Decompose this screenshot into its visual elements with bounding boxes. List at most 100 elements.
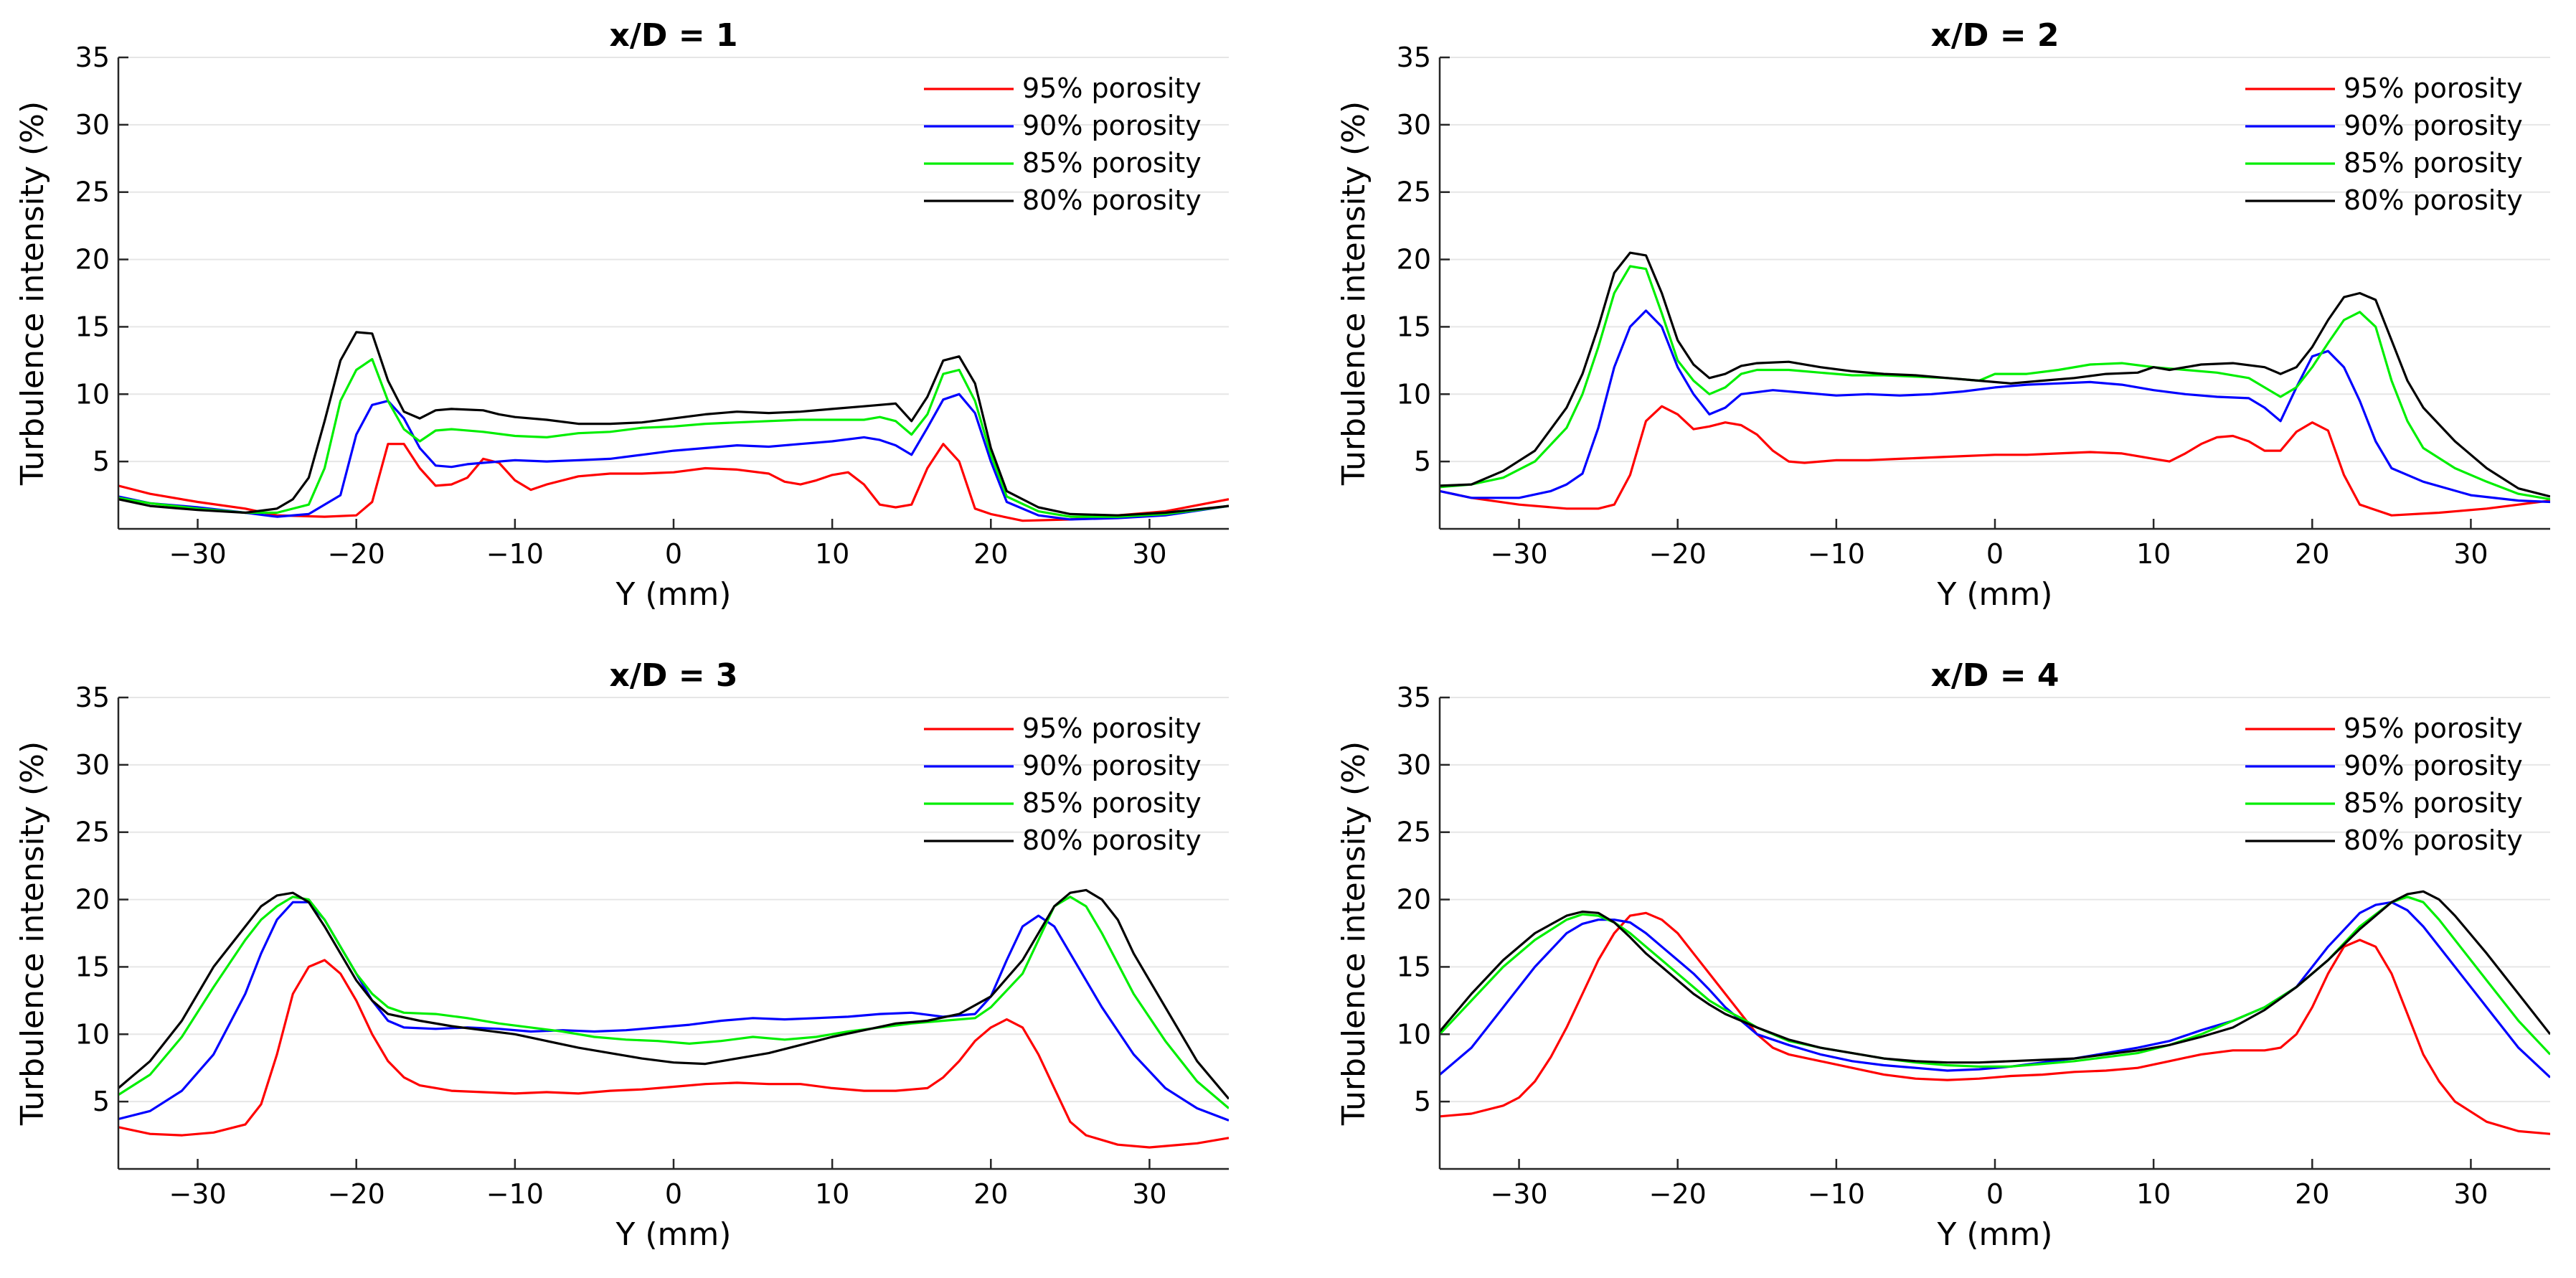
series-line-1 (1440, 911, 2550, 1135)
legend-label: 80% porosity (2344, 184, 2523, 216)
x-tick-label: −30 (169, 1178, 226, 1210)
y-tick-label: 5 (1414, 1086, 1431, 1117)
legend-label: 80% porosity (1022, 184, 1202, 216)
series-line-2 (118, 901, 1229, 1122)
y-tick-label: 25 (75, 817, 110, 848)
y-tick-label: 35 (75, 682, 110, 713)
chart-title: x/D = 2 (1930, 17, 2059, 54)
x-tick-label: 30 (1132, 1178, 1166, 1210)
series-line-1 (1440, 405, 2550, 517)
y-axis-label: Turbulence intensity (%) (1336, 741, 1372, 1126)
y-tick-label: 25 (1397, 177, 1431, 208)
x-tick-label: 0 (665, 538, 682, 570)
y-axis-label: Turbulence intensity (%) (14, 741, 51, 1126)
x-axis-label: Y (mm) (1937, 576, 2053, 613)
y-tick-label: 25 (1397, 817, 1431, 848)
y-tick-label: 15 (1397, 311, 1431, 342)
y-tick-label: 10 (75, 378, 110, 410)
series-group (1440, 890, 2550, 1135)
chart-title: x/D = 4 (1930, 657, 2059, 694)
legend: 95% porosity 90% porosity 85% porosity 80% … (924, 72, 1202, 216)
series-line-3 (1440, 896, 2550, 1068)
legend-label: 95% porosity (1022, 713, 1202, 744)
legend: 95% porosity 90% porosity 85% porosity 80% … (924, 713, 1202, 856)
y-tick-label: 15 (75, 311, 110, 342)
y-tick-label: 35 (1397, 42, 1431, 73)
x-axis-label: Y (mm) (615, 576, 732, 613)
series-line-1 (118, 443, 1229, 522)
y-tick-label: 15 (1397, 951, 1431, 982)
x-tick-label: 0 (1986, 538, 2004, 570)
y-tick-label: 10 (75, 1018, 110, 1050)
legend: 95% porosity 90% porosity 85% porosity 80% … (2245, 72, 2523, 216)
x-tick-label: −20 (1649, 1178, 1707, 1210)
series-line-4 (118, 888, 1229, 1100)
series-line-2 (1440, 309, 2550, 504)
x-tick-label: 20 (2295, 1178, 2329, 1210)
legend-label: 80% porosity (2344, 824, 2523, 856)
legend-label: 95% porosity (2344, 72, 2523, 104)
y-tick-label: 15 (75, 951, 110, 982)
legend-label: 85% porosity (1022, 147, 1202, 179)
x-tick-label: −10 (1808, 1178, 1865, 1210)
chart-panel-4: 5 10 15 20 25 30 35 −30 −20 −10 0 10 20 30 x/D = 4 Y (m… (1336, 657, 2550, 1253)
series-line-4 (118, 331, 1229, 517)
legend-label: 85% porosity (2344, 787, 2523, 819)
x-tick-label: −20 (328, 1178, 385, 1210)
x-tick-label: 30 (1132, 538, 1166, 570)
x-tick-label: 30 (2453, 538, 2488, 570)
chart-panel-3: 5 10 15 20 25 30 35 −30 −20 −10 0 10 20 30 x/D = 3 Y (m… (14, 657, 1229, 1253)
legend-label: 85% porosity (1022, 787, 1202, 819)
x-tick-label: 20 (973, 1178, 1008, 1210)
legend: 95% porosity 90% porosity 85% porosity 80% … (2245, 713, 2523, 856)
series-group (1440, 251, 2550, 517)
series-group (118, 888, 1229, 1149)
x-tick-label: −20 (1649, 538, 1707, 570)
series-line-2 (118, 393, 1229, 521)
series-line-4 (1440, 251, 2550, 498)
y-tick-label: 30 (75, 749, 110, 781)
y-tick-label: 30 (75, 109, 110, 141)
x-tick-label: 0 (665, 1178, 682, 1210)
y-tick-label: 10 (1397, 1018, 1431, 1050)
y-tick-label: 20 (1397, 884, 1431, 916)
x-tick-label: −30 (1490, 538, 1547, 570)
legend-label: 95% porosity (2344, 713, 2523, 744)
y-tick-label: 20 (75, 244, 110, 276)
x-tick-label: 10 (2136, 1178, 2171, 1210)
x-tick-label: −20 (328, 538, 385, 570)
x-tick-label: 10 (815, 538, 849, 570)
chart-title: x/D = 3 (609, 657, 737, 694)
y-tick-label: 30 (1397, 109, 1431, 141)
x-tick-label: −10 (486, 538, 544, 570)
chart-panel-2: 5 10 15 20 25 30 35 −30 −20 −10 0 10 20 30 x/D = 2 Y (m… (1336, 17, 2550, 613)
series-line-4 (1440, 890, 2550, 1064)
y-tick-label: 20 (1397, 244, 1431, 276)
legend-label: 85% porosity (2344, 147, 2523, 179)
x-tick-label: 10 (815, 1178, 849, 1210)
legend-label: 90% porosity (2344, 750, 2523, 781)
legend-label: 95% porosity (1022, 72, 1202, 104)
series-line-3 (118, 896, 1229, 1109)
y-tick-label: 30 (1397, 749, 1431, 781)
x-tick-label: −30 (169, 538, 226, 570)
legend-label: 90% porosity (2344, 110, 2523, 141)
series-group (118, 331, 1229, 522)
y-tick-label: 5 (1414, 446, 1431, 477)
x-axis-label: Y (mm) (615, 1216, 732, 1253)
y-tick-label: 20 (75, 884, 110, 916)
y-tick-label: 5 (93, 1086, 110, 1117)
y-axis-label: Turbulence intensity (%) (1336, 101, 1372, 486)
y-tick-label: 10 (1397, 378, 1431, 410)
legend-label: 90% porosity (1022, 110, 1202, 141)
y-tick-label: 5 (93, 446, 110, 477)
chart-panel-1: 5 10 15 20 25 30 35 −30 −20 −10 0 10 20 30 x/D = 1 Y (m… (14, 17, 1229, 613)
x-tick-label: −30 (1490, 1178, 1547, 1210)
series-line-3 (1440, 265, 2550, 501)
x-tick-label: 0 (1986, 1178, 2004, 1210)
chart-title: x/D = 1 (609, 17, 737, 54)
series-line-1 (118, 959, 1229, 1149)
x-tick-label: 30 (2453, 1178, 2488, 1210)
x-tick-label: −10 (486, 1178, 544, 1210)
